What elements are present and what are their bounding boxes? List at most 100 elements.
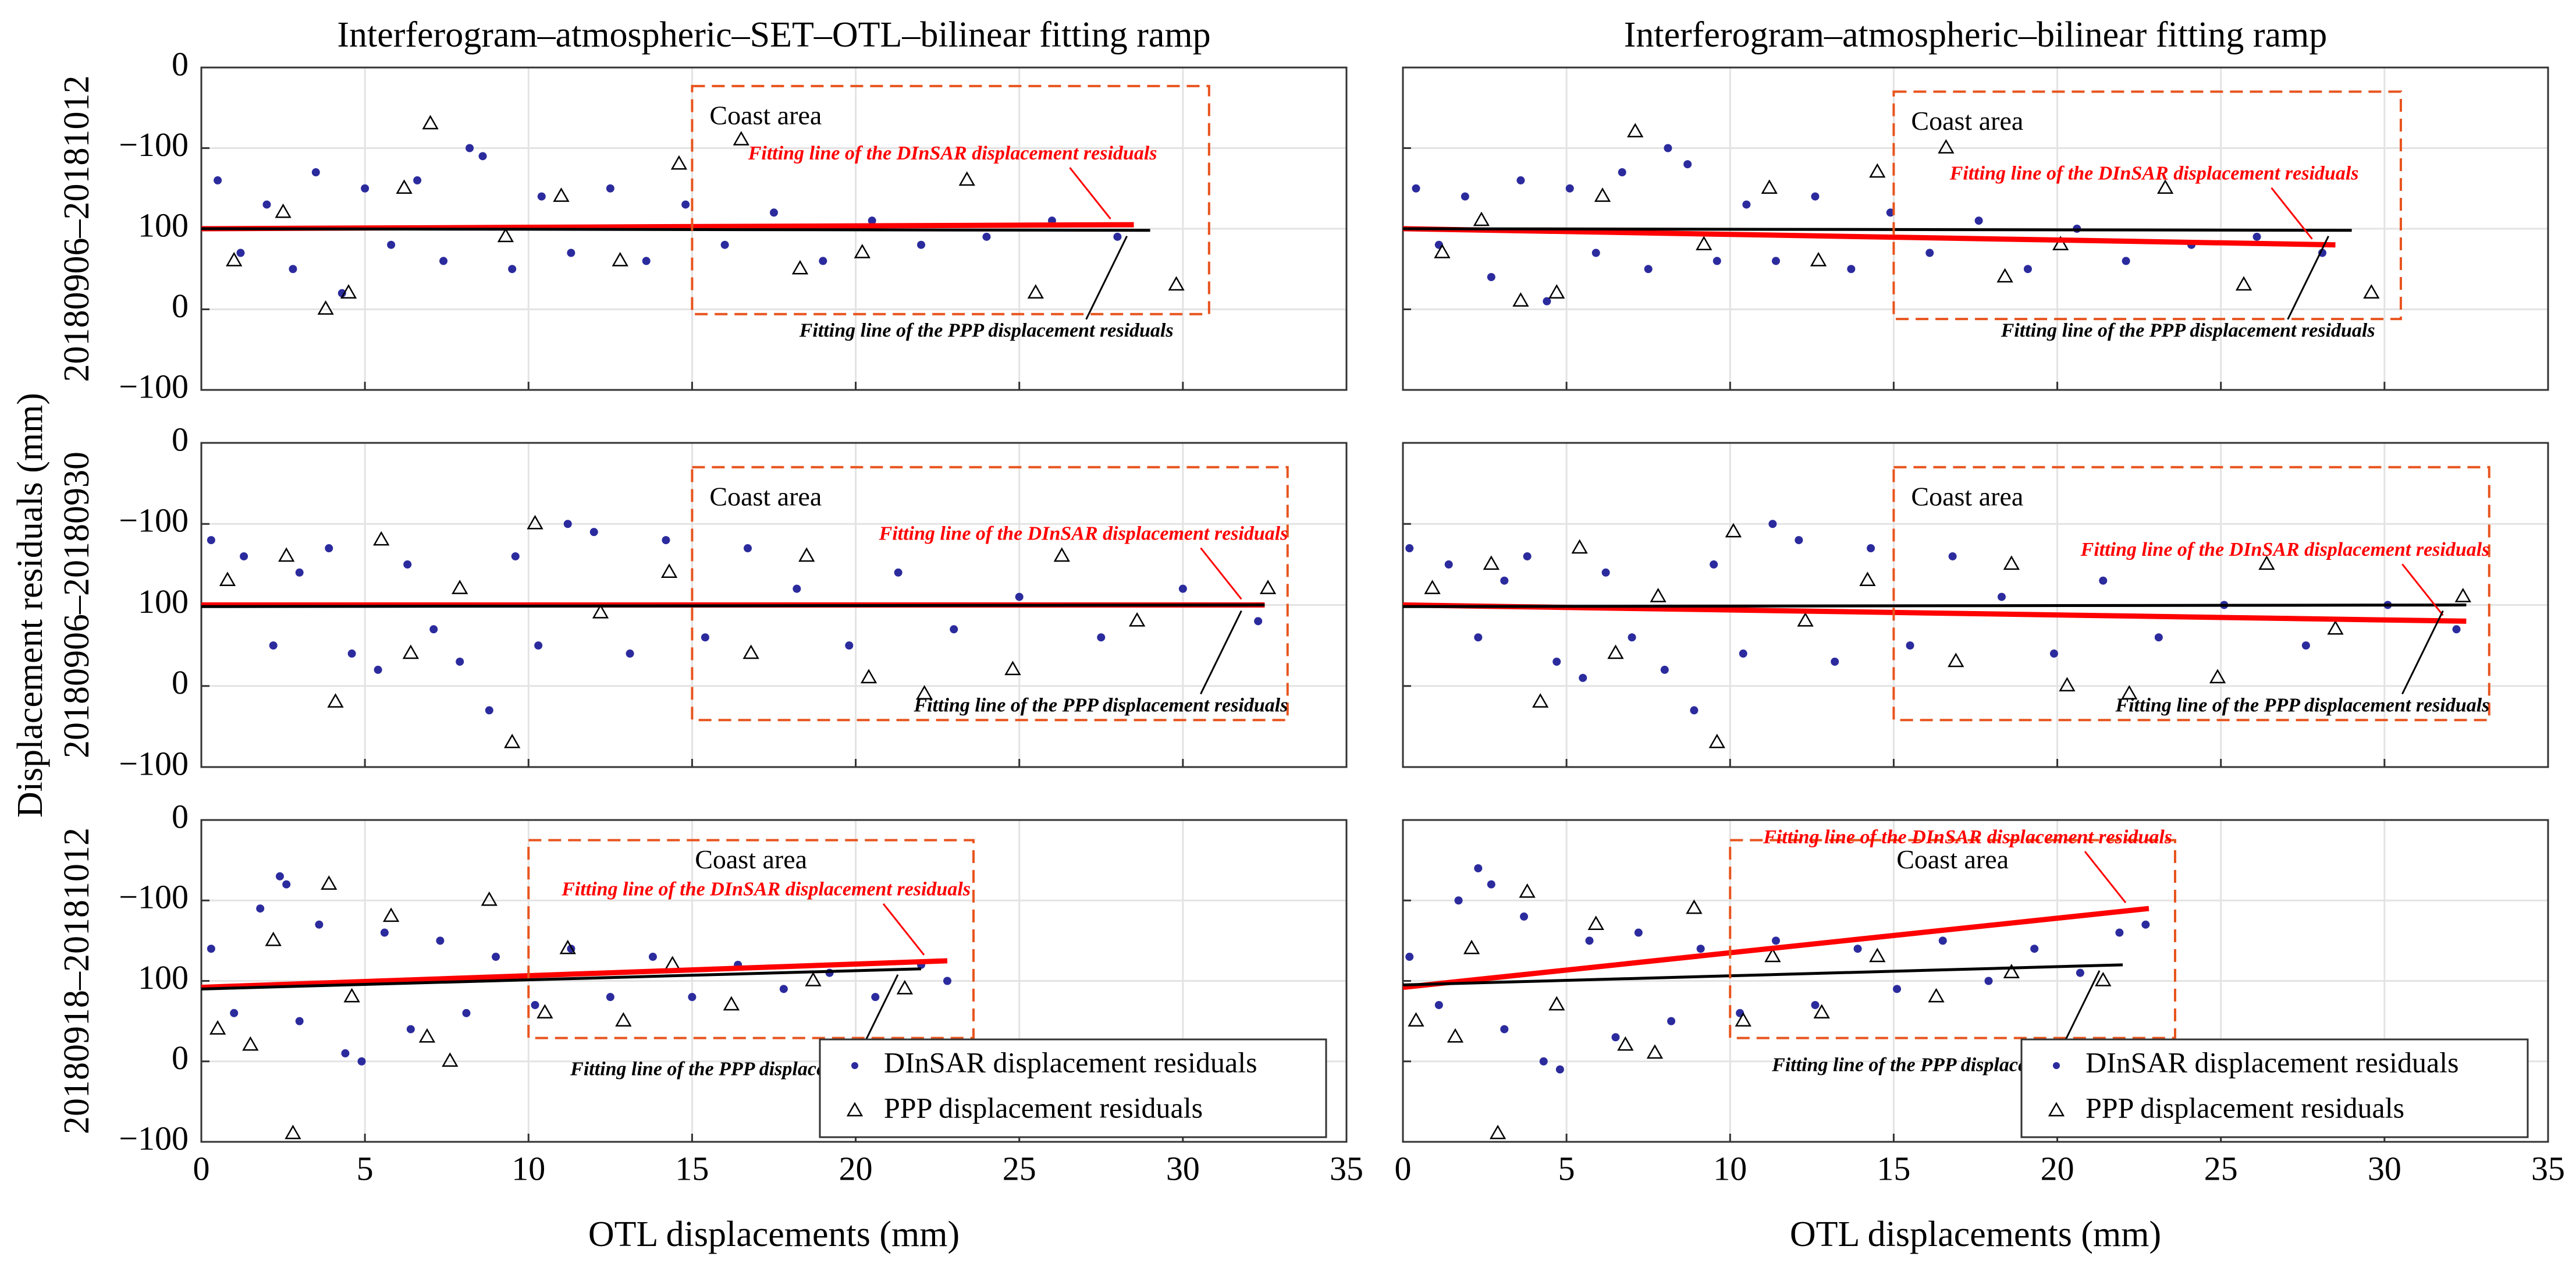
ppp-point xyxy=(2059,677,2076,691)
dinsar-point xyxy=(1683,160,1692,169)
dinsar-point xyxy=(256,904,265,913)
ppp-point xyxy=(321,875,337,890)
y-tick-label: 0 xyxy=(172,45,189,83)
ppp-point xyxy=(2327,620,2344,635)
dinsar-point xyxy=(436,936,445,945)
dinsar-point xyxy=(1487,880,1495,889)
x-tick-label: 5 xyxy=(357,1149,374,1187)
annotation: Fitting line of the DInSAR displacement … xyxy=(1763,826,2172,848)
ppp-point xyxy=(1587,915,1604,930)
dinsar-point xyxy=(262,200,271,209)
dinsar-point xyxy=(230,1009,239,1017)
dinsar-point xyxy=(325,544,333,553)
dinsar-point xyxy=(2076,968,2084,977)
ppp-point xyxy=(660,563,678,578)
ppp-point xyxy=(1424,580,1441,594)
ppp-point xyxy=(1646,1044,1664,1059)
ppp-point xyxy=(219,571,236,586)
dinsar-point xyxy=(413,176,422,184)
dinsar-point xyxy=(606,993,614,1002)
ppp-point xyxy=(2209,669,2226,684)
dinsar-point xyxy=(819,257,827,265)
dinsar-point xyxy=(563,520,572,528)
ppp-point xyxy=(340,284,357,299)
ppp-point xyxy=(860,669,877,684)
ppp-point xyxy=(317,300,334,315)
dinsar-point xyxy=(1591,249,1600,257)
annotation-arrow xyxy=(882,903,925,956)
dinsar-point xyxy=(1500,1025,1509,1034)
dinsar-point xyxy=(1618,168,1626,177)
ppp-point xyxy=(1797,612,1814,627)
annotation: Fitting line of the PPP displacement res… xyxy=(799,320,1174,342)
y-tick-label: 100 xyxy=(138,583,189,620)
y-tick-label: 0 xyxy=(172,420,189,458)
dinsar-point xyxy=(1893,985,1902,993)
dinsar-point xyxy=(845,641,854,650)
dinsar-point xyxy=(311,168,320,177)
dinsar-point xyxy=(606,184,614,193)
ppp-point xyxy=(2121,685,2138,700)
y-tick-label: −100 xyxy=(119,502,189,539)
dinsar-point xyxy=(374,665,382,674)
ppp-point xyxy=(805,971,822,986)
dinsar-point xyxy=(295,1017,304,1025)
dinsar-point xyxy=(1938,936,1947,945)
dinsar-point xyxy=(917,240,926,249)
dinsar-point xyxy=(1552,657,1561,666)
annotation: Fitting line of the PPP displacement res… xyxy=(2115,694,2490,716)
ppp-point xyxy=(733,131,749,145)
y-tick-label: −100 xyxy=(119,1119,189,1157)
ppp-point xyxy=(1813,1004,1830,1019)
dinsar-point xyxy=(1523,552,1532,560)
row-label: 20180906–20180930 xyxy=(57,452,97,758)
dinsar-point xyxy=(511,552,520,560)
dinsar-point xyxy=(478,152,487,161)
dinsar-point xyxy=(1412,184,1420,193)
fit-line xyxy=(1402,906,2149,991)
fit-line xyxy=(1402,604,2467,608)
dinsar-point xyxy=(1768,520,1777,528)
dinsar-point xyxy=(282,880,291,889)
y-tick-label: 0 xyxy=(172,797,189,835)
dinsar-point xyxy=(1690,706,1699,715)
ppp-point xyxy=(209,1020,226,1035)
dinsar-point xyxy=(1948,552,1957,560)
dinsar-point xyxy=(1906,641,1914,650)
dinsar-point xyxy=(361,184,369,193)
dinsar-point xyxy=(770,208,778,217)
dinsar-point xyxy=(1660,665,1669,674)
ppp-point xyxy=(1053,547,1070,562)
dinsar-point xyxy=(1811,1000,1820,1009)
x-tick-label: 0 xyxy=(193,1149,210,1187)
annotation: Fitting line of the DInSAR displacement … xyxy=(879,523,1288,544)
dinsar-point xyxy=(429,625,438,634)
x-tick-label: 10 xyxy=(511,1149,545,1187)
dinsar-point xyxy=(1664,144,1672,152)
ppp-point xyxy=(1473,211,1490,226)
dinsar-point xyxy=(341,1049,350,1057)
dinsar-point xyxy=(1867,544,1875,553)
annotation-arrow xyxy=(2084,851,2127,904)
dinsar-point xyxy=(492,953,500,961)
ppp-point xyxy=(265,931,282,946)
ppp-point xyxy=(791,260,809,275)
dinsar-point xyxy=(1555,1065,1564,1074)
ppp-point xyxy=(497,228,514,243)
legend-marker xyxy=(851,1062,858,1069)
legend-label: DInSAR displacement residuals xyxy=(884,1046,1257,1078)
dinsar-point xyxy=(269,641,278,650)
ppp-point xyxy=(1434,244,1451,258)
y-tick-label: −100 xyxy=(119,744,189,782)
dinsar-point xyxy=(1520,912,1529,921)
dinsar-point xyxy=(1667,1017,1676,1025)
dinsar-point xyxy=(531,1000,539,1009)
fit-line xyxy=(1402,963,2123,986)
dinsar-point xyxy=(1565,184,1574,193)
fit-line xyxy=(1402,226,2336,248)
ppp-point xyxy=(1463,939,1480,954)
legend-box xyxy=(819,1038,1327,1138)
annotation-arrow xyxy=(1069,167,1111,220)
x-tick-label: 25 xyxy=(1003,1149,1036,1187)
